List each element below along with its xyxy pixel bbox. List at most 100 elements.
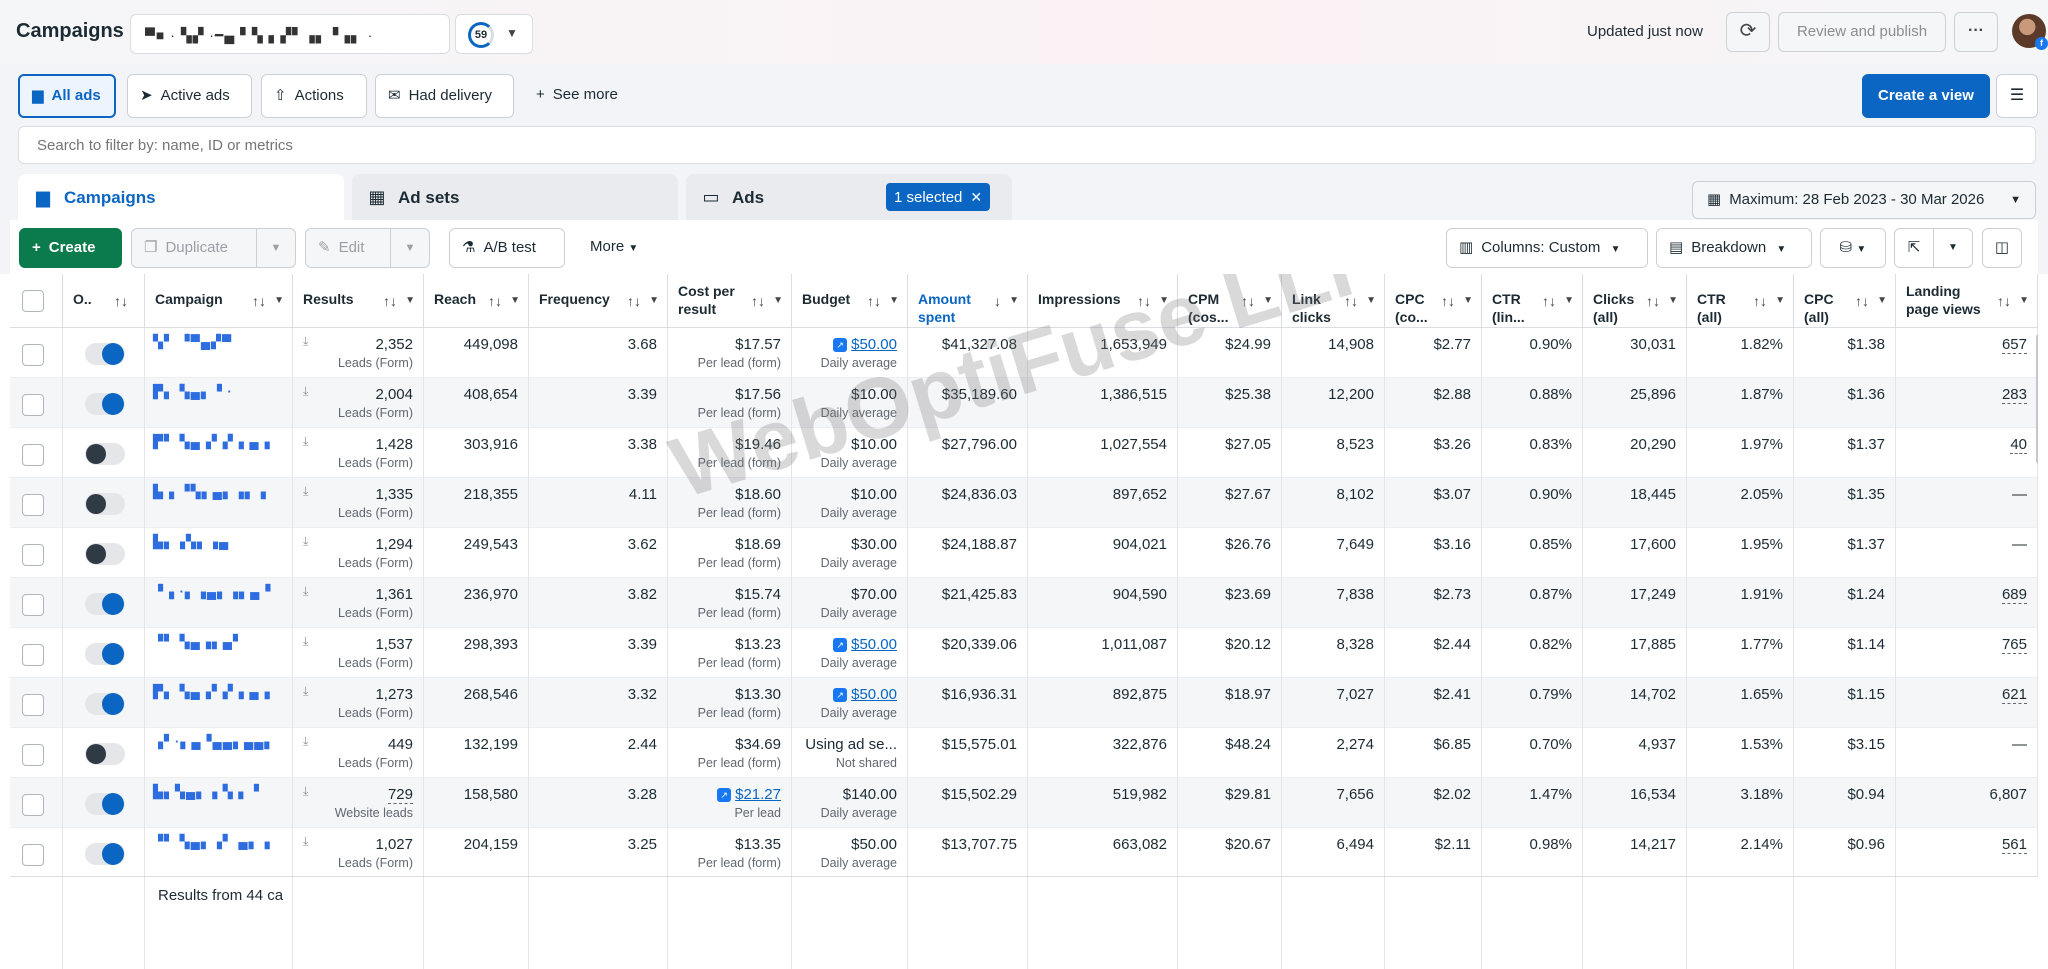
column-header[interactable]: CPC (co... ↑↓ ▼ [1385,274,1482,328]
download-icon[interactable]: ⤓ [303,334,309,348]
filter-actions[interactable]: ⇧ Actions [261,74,367,118]
column-header[interactable]: Clicks (all) ↑↓ ▼ [1583,274,1687,328]
download-icon[interactable]: ⤓ [303,484,309,498]
delivery-toggle[interactable] [85,393,125,415]
sort-icon[interactable]: ↑↓ [114,293,128,309]
download-icon[interactable]: ⤓ [303,784,309,798]
delivery-toggle[interactable] [85,493,125,515]
row-checkbox[interactable] [22,544,44,566]
row-checkbox[interactable] [22,744,44,766]
campaign-name-link[interactable]: ▛▖ ▚▄▖▝ · [145,378,293,428]
column-header[interactable]: O.. ↑↓ [63,274,145,328]
duplicate-button[interactable]: ❐ Duplicate [131,228,257,268]
chevron-down-icon[interactable]: ▼ [1877,295,1887,306]
avatar[interactable]: f [2012,14,2048,50]
column-header[interactable]: Results ↑↓ ▼ [293,274,424,328]
charts-button[interactable]: ◫ [1982,228,2022,268]
trend-chart-icon[interactable]: ↗ [833,638,848,652]
table-row[interactable]: ▙▖▚▄▖▗ ▚ ▖ ▘ ⤓ 729 Website leads 158,580 3.28… [10,778,2038,828]
export-dropdown[interactable]: ▼ [1933,228,1973,268]
sort-icon[interactable]: ↓ [994,293,1001,309]
download-icon[interactable]: ⤓ [303,834,309,848]
row-checkbox[interactable] [22,694,44,716]
chevron-down-icon[interactable]: ▼ [405,295,415,306]
filter-active-ads[interactable]: ➤ Active ads [127,74,252,118]
delivery-toggle[interactable] [85,443,125,465]
sort-icon[interactable]: ↑↓ [1997,293,2011,309]
chevron-down-icon[interactable]: ▼ [2019,295,2029,306]
download-icon[interactable]: ⤓ [303,434,309,448]
edit-button[interactable]: ✎ Edit [305,228,391,268]
campaign-name-link[interactable]: ▗▘·▖▄▝▄▄▖▄▄▖ [145,728,293,778]
download-icon[interactable]: ⤓ [303,384,309,398]
sort-icon[interactable]: ↑↓ [867,293,881,309]
column-header[interactable]: Impressions ↑↓ ▼ [1028,274,1178,328]
cell-value[interactable]: $21.27 [735,786,781,803]
vertical-scrollbar[interactable] [2036,334,2038,464]
delivery-toggle[interactable] [85,693,125,715]
duplicate-dropdown[interactable]: ▼ [256,228,296,268]
reports-button[interactable]: ⛁ ▼ [1820,228,1886,268]
column-header[interactable]: Reach ↑↓ ▼ [424,274,529,328]
column-header[interactable]: CTR (all) ↑↓ ▼ [1687,274,1794,328]
table-row[interactable]: ▛▖ ▚▄▖▝ · ⤓ 2,004 Leads (Form) 408,654 3.39 $1… [10,378,2038,428]
chevron-down-icon[interactable]: ▼ [649,295,659,306]
breakdown-button[interactable]: ▤ Breakdown ▼ [1656,228,1812,268]
table-row[interactable]: ▝▗ ·▖▗▄▖▗▖▄▝ ⤓ 1,361 Leads (Form) 236,970 3.8… [10,578,2038,628]
campaign-name-link[interactable]: ▙▖▗▚▖▗▄ [145,528,293,578]
select-all-checkbox[interactable] [22,290,44,312]
campaign-name-link[interactable]: ▝▘ ▚▄▗▖▄▘ [145,628,293,678]
delivery-toggle[interactable] [85,793,125,815]
chevron-down-icon[interactable]: ▼ [1366,295,1376,306]
sort-icon[interactable]: ↑↓ [383,293,397,309]
tab-ad-sets[interactable]: ▦ Ad sets [352,174,678,220]
filter-had-delivery[interactable]: ✉ Had delivery [375,74,514,118]
date-range-picker[interactable]: ▦ Maximum: 28 Feb 2023 - 30 Mar 2026 ▼ [1692,181,2036,219]
campaign-name-link[interactable]: ▛▘ ▚▄▗▘▞▗ ▄▗ [145,428,293,478]
ab-test-button[interactable]: ⚗ A/B test [449,228,565,268]
table-row[interactable]: ▗▘·▖▄▝▄▄▖▄▄▖ ⤓ 449 Leads (Form) 132,199 2.44 $… [10,728,2038,778]
chevron-down-icon[interactable]: ▼ [1564,295,1574,306]
sort-icon[interactable]: ↑↓ [488,293,502,309]
sort-icon[interactable]: ↑↓ [1137,293,1151,309]
table-row[interactable]: ▝▘ ▚▄▗▖▄▘ ⤓ 1,537 Leads (Form) 298,393 3.39 $1… [10,628,2038,678]
account-selector[interactable]: ▀■ · ▚▞ ·━▄ ▘▚ ▖▞▘▗▖▝▗▖ · [130,14,450,54]
review-and-publish-button[interactable]: Review and publish [1778,12,1946,52]
trend-chart-icon[interactable]: ↗ [833,338,848,352]
chevron-down-icon[interactable]: ▼ [1463,295,1473,306]
column-header[interactable]: CTR (lin... ↑↓ ▼ [1482,274,1583,328]
chevron-down-icon[interactable]: ▼ [274,295,284,306]
column-header[interactable]: Campaign ↑↓ ▼ [145,274,293,328]
column-header[interactable]: Link clicks ↑↓ ▼ [1282,274,1385,328]
table-row[interactable]: ▙▖▗▚▖▗▄ ⤓ 1,294 Leads (Form) 249,543 3.62 $18.… [10,528,2038,578]
search-input[interactable] [18,126,2036,164]
column-header[interactable]: Frequency ↑↓ ▼ [529,274,668,328]
chevron-down-icon[interactable]: ▼ [889,295,899,306]
more-options-button[interactable]: ··· [1954,12,1998,52]
row-checkbox[interactable] [22,594,44,616]
campaign-name-link[interactable]: ▚▘ ▝▀▄▞▀ [145,328,293,378]
campaign-name-link[interactable]: ▙▗ ▝▚▖▄▖▗▖▗ [145,478,293,528]
delivery-toggle[interactable] [85,593,125,615]
chevron-down-icon[interactable]: ▼ [1009,295,1019,306]
cell-value[interactable]: $50.00 [851,686,897,703]
column-header[interactable]: Landing page views ↑↓ ▼ [1896,274,2038,328]
download-icon[interactable]: ⤓ [303,534,309,548]
delivery-toggle[interactable] [85,843,125,865]
row-checkbox[interactable] [22,394,44,416]
column-header[interactable]: Amount spent ↓ ▼ [908,274,1028,328]
delivery-toggle[interactable] [85,543,125,565]
column-header[interactable]: CPM (cos... ↑↓ ▼ [1178,274,1282,328]
sort-icon[interactable]: ↑↓ [1441,293,1455,309]
filter-all-ads[interactable]: ▆ All ads [18,74,116,118]
sort-icon[interactable]: ↑↓ [1542,293,1556,309]
campaign-name-link[interactable]: ▙▖▚▄▖▗ ▚ ▖ ▘ [145,778,293,828]
row-checkbox[interactable] [22,344,44,366]
row-checkbox[interactable] [22,444,44,466]
table-row[interactable]: ▛▘ ▚▄▗▘▞▗ ▄▗ ⤓ 1,428 Leads (Form) 303,916 3.3… [10,428,2038,478]
sort-icon[interactable]: ↑↓ [627,293,641,309]
delivery-toggle[interactable] [85,743,125,765]
trend-chart-icon[interactable]: ↗ [833,688,848,702]
selected-pill[interactable]: 1 selected ✕ [886,183,991,211]
download-icon[interactable]: ⤓ [303,634,309,648]
